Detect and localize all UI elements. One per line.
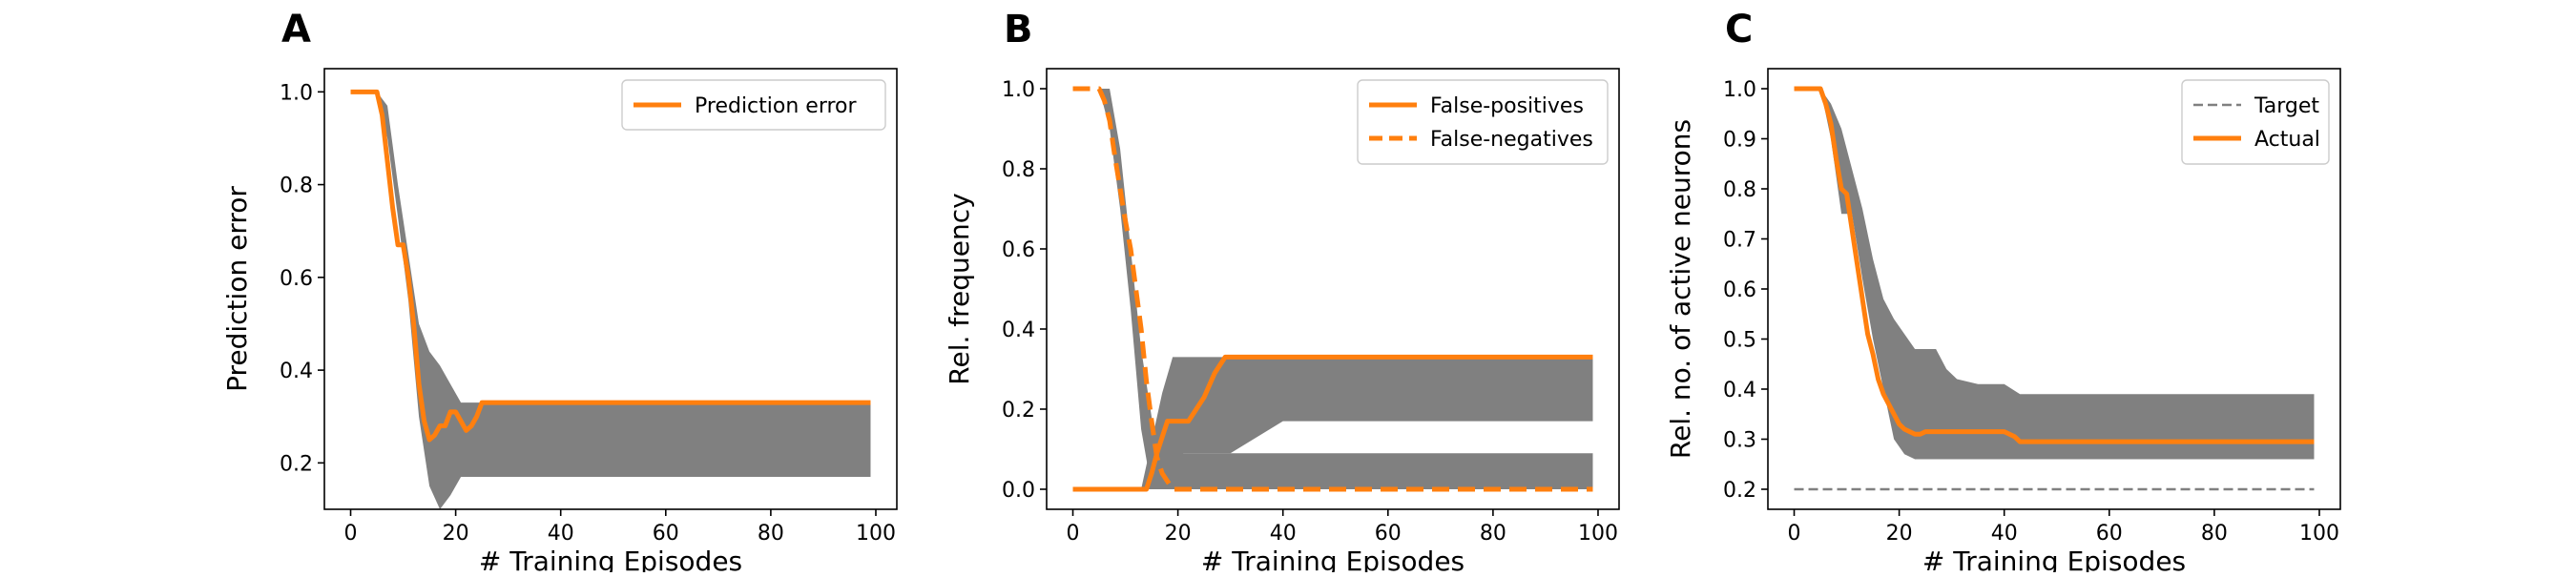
y-tick-label: 0.4 xyxy=(280,360,313,383)
y-tick-label: 0.3 xyxy=(1723,429,1756,453)
legend-label: False-negatives xyxy=(1430,128,1593,152)
x-tick-label: 60 xyxy=(2096,522,2123,546)
y-tick-label: 1.0 xyxy=(1002,78,1035,102)
y-tick-label: 0.8 xyxy=(1002,158,1035,182)
x-tick-label: 20 xyxy=(443,522,469,546)
plot-area xyxy=(1072,86,1593,492)
x-tick-label: 40 xyxy=(1270,522,1297,546)
y-tick-label: 0.8 xyxy=(280,175,313,198)
series-line xyxy=(350,89,871,443)
y-tick-label: 0.9 xyxy=(1723,129,1756,153)
confidence-band xyxy=(1794,89,2315,460)
y-axis-label: Prediction error xyxy=(221,186,253,392)
y-tick-label: 0.6 xyxy=(1002,238,1035,262)
legend: Prediction error xyxy=(621,79,886,131)
x-tick-label: 100 xyxy=(2299,522,2339,546)
x-tick-label: 0 xyxy=(344,522,358,546)
x-tick-label: 100 xyxy=(1578,522,1618,546)
x-tick-label: 80 xyxy=(758,522,784,546)
x-tick-label: 60 xyxy=(1375,522,1402,546)
panel-c: C 0 20 40 60 80 100 0.2 0.3 0.4 0.5 0.6 0.7 0.8 0.9 1.0… xyxy=(1665,8,2341,577)
panel-letter: A xyxy=(281,8,311,52)
panel-letter: B xyxy=(1004,8,1033,52)
series-line xyxy=(1072,354,1593,492)
legend-box xyxy=(621,79,886,131)
axes-frame xyxy=(1046,68,1620,510)
y-tick-label: 0.2 xyxy=(1723,479,1756,503)
series-line xyxy=(1794,86,2315,444)
x-tick-label: 40 xyxy=(1991,522,2018,546)
panel-letter: C xyxy=(1725,8,1753,52)
y-tick-label: 0.5 xyxy=(1723,329,1756,353)
x-tick-label: 20 xyxy=(1165,522,1192,546)
series-line xyxy=(1072,86,1593,492)
y-axis-label: Rel. no. of active neurons xyxy=(1665,119,1696,459)
y-axis-label: Rel. frequency xyxy=(944,193,975,384)
plot-area xyxy=(1794,86,2315,491)
x-axis-label: # Training Episodes xyxy=(1201,546,1465,572)
y-tick-label: 1.0 xyxy=(280,81,313,105)
panel-b: B 0 20 40 60 80 100 0.0 0.2 0.4 0.6 0.8 1.0 # Trainin… xyxy=(944,8,1620,577)
y-tick-label: 0.6 xyxy=(1723,278,1756,302)
y-tick-label: 0.4 xyxy=(1002,319,1035,342)
y-tick-label: 0.7 xyxy=(1723,229,1756,253)
y-tick-label: 0.2 xyxy=(1002,399,1035,422)
legend: Target Actual xyxy=(2181,79,2330,165)
x-tick-label: 0 xyxy=(1067,522,1080,546)
x-tick-label: 80 xyxy=(2201,522,2228,546)
panel-a: A 0 20 40 60 80 100 0.2 0.4 0.6 0.8 1.0 # Training E… xyxy=(221,8,898,577)
legend-label: False-positives xyxy=(1430,94,1584,118)
y-tick-label: 0.0 xyxy=(1002,479,1035,503)
x-tick-label: 40 xyxy=(548,522,574,546)
y-tick-label: 0.4 xyxy=(1723,379,1756,402)
x-tick-label: 0 xyxy=(1788,522,1801,546)
x-tick-label: 20 xyxy=(1886,522,1913,546)
x-axis-label: # Training Episodes xyxy=(479,546,742,572)
y-tick-label: 0.2 xyxy=(280,452,313,476)
legend-box xyxy=(1357,79,1609,165)
x-tick-label: 60 xyxy=(653,522,679,546)
y-tick-label: 0.6 xyxy=(280,267,313,291)
legend-label: Prediction error xyxy=(695,94,857,118)
confidence-band xyxy=(1141,357,1593,489)
plot-area xyxy=(350,89,871,509)
legend-label: Actual xyxy=(2254,128,2320,152)
x-axis-label: # Training Episodes xyxy=(1922,546,2186,572)
y-tick-label: 0.8 xyxy=(1723,178,1756,202)
axes-frame xyxy=(323,68,898,510)
confidence-band xyxy=(350,92,871,509)
legend-label: Target xyxy=(2254,94,2319,118)
legend-box xyxy=(2181,79,2330,165)
x-tick-label: 80 xyxy=(1480,522,1506,546)
legend: False-positives False-negatives xyxy=(1357,79,1609,165)
y-tick-label: 1.0 xyxy=(1723,78,1756,102)
x-tick-label: 100 xyxy=(856,522,896,546)
